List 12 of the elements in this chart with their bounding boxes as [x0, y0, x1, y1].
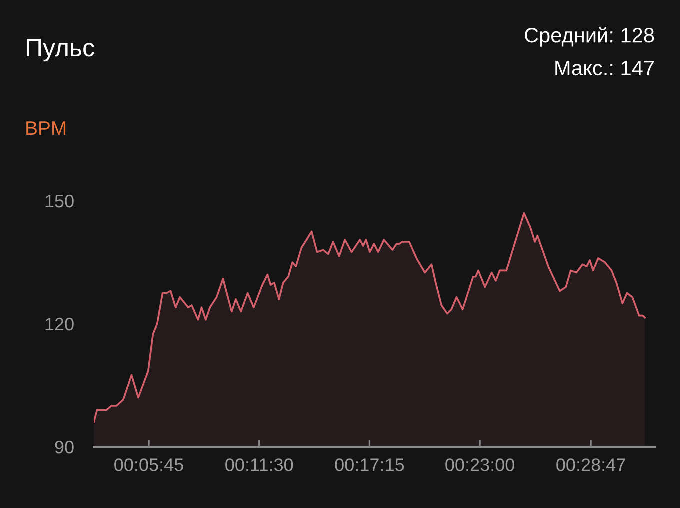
x-tick-label: 00:17:15 [335, 458, 404, 472]
x-tick-label: 00:11:30 [226, 458, 294, 472]
chart-title: Пульс [27, 39, 94, 62]
text: Макс.: 147 [556, 61, 654, 76]
x-tick-label: 00:23:00 [446, 458, 514, 472]
y-tick-label: 90 [55, 440, 74, 454]
x-tick-label: 00:28:47 [556, 458, 626, 472]
y-axis-title: BPM [26, 122, 66, 136]
text: Средний: 128 [525, 27, 654, 47]
y-tick-label: 150 [46, 194, 74, 208]
y-tick-label: 120 [46, 318, 74, 331]
x-tick-label: 00:05:45 [114, 458, 184, 472]
